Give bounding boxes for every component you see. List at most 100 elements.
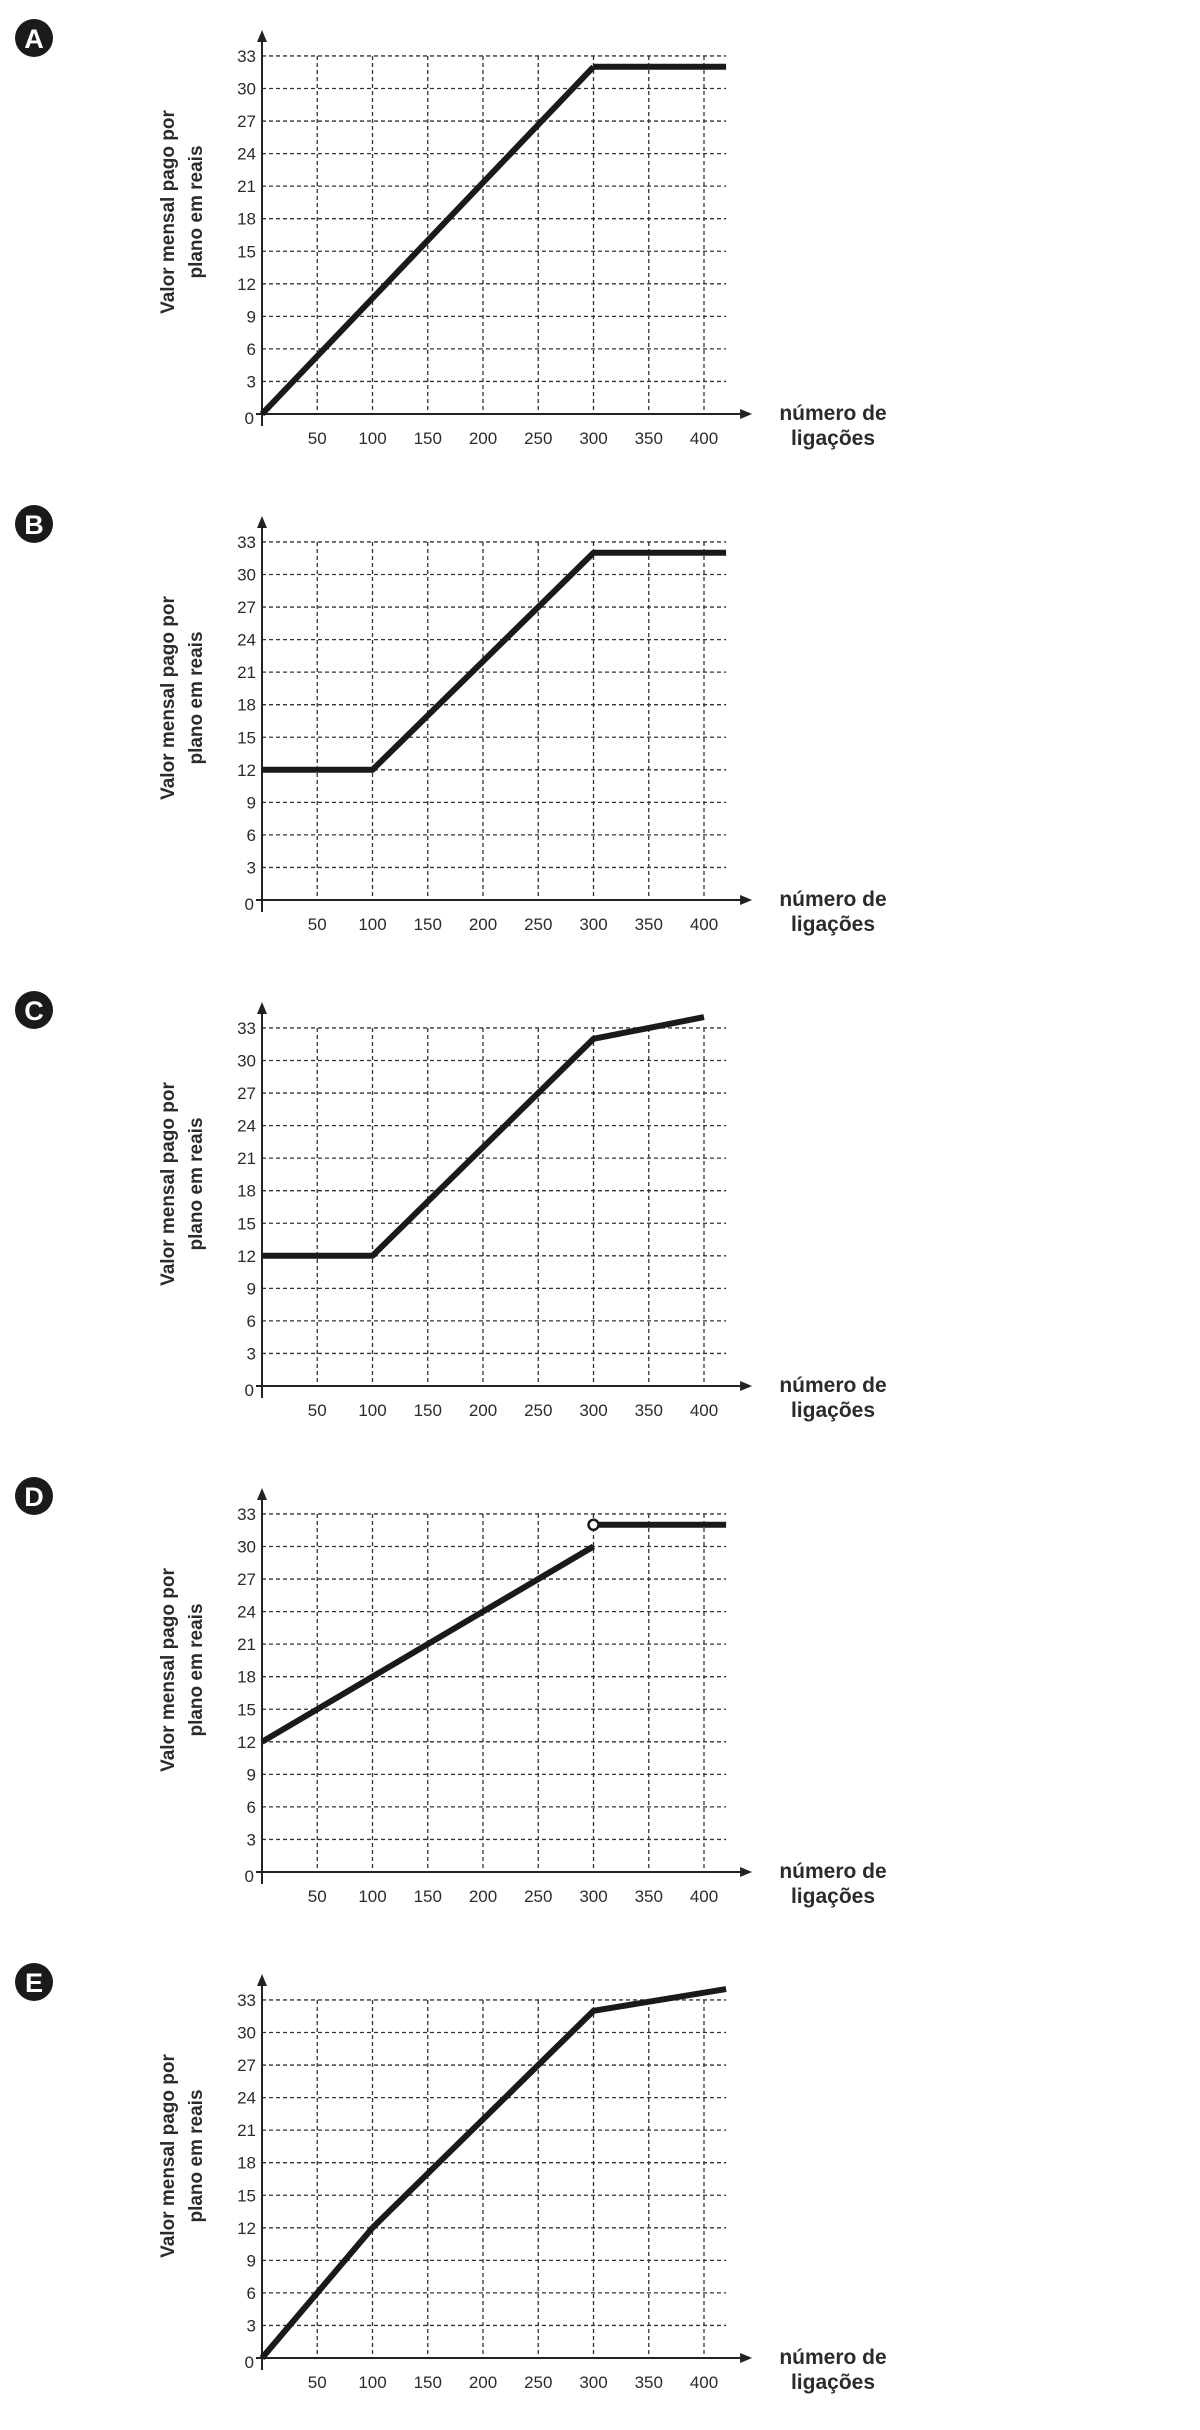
y-tick-label: 18 xyxy=(237,1668,256,1687)
y-tick-label: 21 xyxy=(237,2121,256,2140)
y-tick-label: 15 xyxy=(237,242,256,261)
y-tick-label: 24 xyxy=(237,2089,256,2108)
x-tick-label: 100 xyxy=(358,1887,386,1906)
y-axis-label-line-1: Valor mensal pago por xyxy=(158,110,179,314)
y-tick-label: 33 xyxy=(237,47,256,66)
x-axis-arrow xyxy=(740,409,753,419)
y-tick-label: 27 xyxy=(237,1570,256,1589)
y-tick-label: 3 xyxy=(247,2316,256,2335)
x-tick-label: 350 xyxy=(635,915,663,934)
x-tick-label: 50 xyxy=(308,429,327,448)
chart-panel-e: E 0 50 100 150 200 250 300 350 400 3 6 9 12 15 18 21 24 27… xyxy=(0,1944,1200,2430)
x-axis-arrow xyxy=(740,895,753,905)
series-line-segment xyxy=(259,1986,727,2360)
x-tick-label: 200 xyxy=(469,429,497,448)
y-axis-label-line-2: plano em reais xyxy=(186,1603,207,1736)
y-tick-label: 18 xyxy=(237,1182,256,1201)
y-tick-label: 33 xyxy=(237,533,256,552)
option-letter: B xyxy=(24,510,44,540)
y-tick-label: 27 xyxy=(237,112,256,131)
origin-label: 0 xyxy=(245,895,254,914)
y-tick-label: 6 xyxy=(247,340,256,359)
y-tick-label: 21 xyxy=(237,1149,256,1168)
x-tick-label: 100 xyxy=(358,915,386,934)
x-axis-label-line-2: ligações xyxy=(791,427,875,450)
y-tick-label: 15 xyxy=(237,1214,256,1233)
x-tick-label: 400 xyxy=(690,2373,718,2392)
y-axis-label-line-2: plano em reais xyxy=(186,631,207,764)
option-badge-circle xyxy=(15,505,53,543)
y-tick-label: 33 xyxy=(237,1505,256,1524)
y-tick-label: 12 xyxy=(237,1733,256,1752)
y-tick-label: 30 xyxy=(237,1538,256,1557)
y-axis-label-line-1: Valor mensal pago por xyxy=(158,596,179,800)
y-tick-label: 9 xyxy=(247,307,256,326)
x-tick-label: 350 xyxy=(635,1887,663,1906)
y-tick-label: 3 xyxy=(247,372,256,391)
x-tick-label: 350 xyxy=(635,1401,663,1420)
y-axis-arrow xyxy=(257,515,267,528)
y-tick-label: 27 xyxy=(237,1084,256,1103)
y-axis-label-line-1: Valor mensal pago por xyxy=(158,1568,179,1772)
chart-panel-c: C 0 50 100 150 200 250 300 350 400 3 6 9 12 15 18 21 24 27… xyxy=(0,972,1200,1458)
x-tick-label: 250 xyxy=(524,2373,552,2392)
y-tick-label: 21 xyxy=(237,177,256,196)
y-tick-label: 9 xyxy=(247,1765,256,1784)
y-axis-arrow xyxy=(257,1001,267,1014)
series-line-segment xyxy=(262,1014,705,1259)
y-axis-label-line-2: plano em reais xyxy=(186,1117,207,1250)
y-tick-label: 33 xyxy=(237,1019,256,1038)
option-letter: D xyxy=(24,1482,44,1512)
y-tick-label: 30 xyxy=(237,80,256,99)
y-tick-label: 3 xyxy=(247,858,256,877)
y-tick-label: 9 xyxy=(247,2251,256,2270)
x-tick-label: 400 xyxy=(690,1401,718,1420)
x-tick-label: 50 xyxy=(308,2373,327,2392)
y-tick-label: 12 xyxy=(237,1247,256,1266)
y-tick-label: 33 xyxy=(237,1991,256,2010)
y-tick-label: 15 xyxy=(237,1700,256,1719)
x-axis-arrow xyxy=(740,2353,753,2363)
y-axis-arrow xyxy=(257,1487,267,1500)
x-axis-label-line-1: número de xyxy=(779,888,886,911)
chart-svg-a: A 0 50 100 150 200 250 300 350 400 3 6 9 12 15 18 21 24 27… xyxy=(15,19,887,450)
option-badge-circle xyxy=(15,991,53,1029)
chart-panel-a: A 0 50 100 150 200 250 300 350 400 3 6 9 12 15 18 21 24 27… xyxy=(0,0,1200,486)
option-letter: A xyxy=(24,24,44,54)
y-axis-label-line-1: Valor mensal pago por xyxy=(158,2054,179,2258)
y-tick-label: 12 xyxy=(237,2219,256,2238)
x-tick-label: 200 xyxy=(469,1401,497,1420)
option-badge-circle xyxy=(15,1477,53,1515)
x-tick-label: 350 xyxy=(635,2373,663,2392)
x-tick-label: 250 xyxy=(524,1401,552,1420)
x-tick-label: 50 xyxy=(308,915,327,934)
x-tick-label: 200 xyxy=(469,2373,497,2392)
chart-panel-b: B 0 50 100 150 200 250 300 350 400 3 6 9 12 15 18 21 24 27… xyxy=(0,486,1200,972)
y-tick-label: 6 xyxy=(247,1798,256,1817)
chart-svg-c: C 0 50 100 150 200 250 300 350 400 3 6 9 12 15 18 21 24 27… xyxy=(15,991,887,1422)
x-tick-label: 250 xyxy=(524,429,552,448)
series-line-segment xyxy=(260,1543,596,1745)
x-tick-label: 100 xyxy=(358,2373,386,2392)
x-tick-label: 400 xyxy=(690,429,718,448)
y-tick-label: 18 xyxy=(237,210,256,229)
x-tick-label: 400 xyxy=(690,915,718,934)
x-axis-arrow xyxy=(740,1381,753,1391)
x-tick-label: 150 xyxy=(414,2373,442,2392)
x-axis-label-line-2: ligações xyxy=(791,913,875,936)
y-tick-label: 6 xyxy=(247,826,256,845)
y-tick-label: 18 xyxy=(237,2154,256,2173)
y-tick-label: 24 xyxy=(237,145,256,164)
x-tick-label: 250 xyxy=(524,1887,552,1906)
origin-label: 0 xyxy=(245,2353,254,2372)
x-tick-label: 100 xyxy=(358,429,386,448)
y-tick-label: 12 xyxy=(237,761,256,780)
y-tick-label: 27 xyxy=(237,598,256,617)
x-tick-label: 300 xyxy=(579,1887,607,1906)
x-tick-label: 300 xyxy=(579,429,607,448)
origin-label: 0 xyxy=(245,1381,254,1400)
x-axis-label-line-1: número de xyxy=(779,1860,886,1883)
y-tick-label: 15 xyxy=(237,728,256,747)
x-tick-label: 350 xyxy=(635,429,663,448)
x-tick-label: 300 xyxy=(579,2373,607,2392)
